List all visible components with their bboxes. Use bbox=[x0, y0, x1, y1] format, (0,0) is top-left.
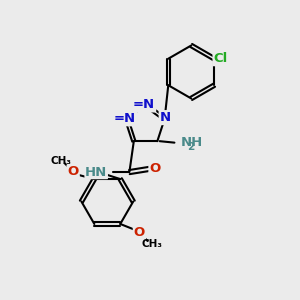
Text: N: N bbox=[160, 111, 171, 124]
Text: CH₃: CH₃ bbox=[50, 155, 71, 166]
Text: O: O bbox=[149, 162, 161, 175]
Text: =N: =N bbox=[114, 112, 136, 125]
Text: NH: NH bbox=[180, 136, 202, 149]
Text: CH₃: CH₃ bbox=[141, 239, 162, 249]
Text: HN: HN bbox=[85, 166, 107, 178]
Text: 2: 2 bbox=[187, 142, 194, 152]
Text: O: O bbox=[68, 165, 79, 178]
Text: O: O bbox=[134, 226, 145, 239]
Text: Cl: Cl bbox=[214, 52, 228, 65]
Text: =N: =N bbox=[133, 98, 155, 111]
